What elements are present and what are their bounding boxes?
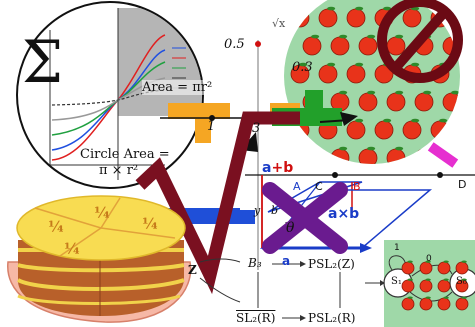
apple-icon [419,296,433,311]
tick-3: 3 [252,121,261,136]
apple-icon [419,278,433,293]
apple-icon [414,90,434,112]
apple-icon [401,278,415,293]
vector-label-axb: a×b [328,206,360,222]
green-bar-vertical [305,90,323,120]
apple-icon [437,278,451,293]
diagram-b3: B₃ [248,256,262,270]
sqrt-x-label: √x [272,17,286,30]
apple-icon [455,278,469,293]
apple-icon [358,34,378,56]
edge-label-0: 0 [426,254,432,264]
apple-icon [455,260,469,275]
state-s0-label: S₀ [456,276,467,287]
sigma-symbol: Σ [22,28,63,96]
apple-icon [290,6,310,28]
orange-bar-vertical [195,103,211,143]
cake [7,195,192,323]
apple-icon [401,260,415,275]
triangle [267,181,363,213]
apple-icon [402,6,422,28]
commutative-diagram [199,258,341,321]
circle-area-formula: π × r² [99,163,139,178]
diagram-z: Z [188,263,197,277]
sqrt-symbol [135,111,300,295]
apple-icon [437,296,451,311]
arrow-head-right [340,112,358,126]
cake-slice-4: ¼ [64,240,80,258]
area-label: Area = πr² [142,80,213,95]
label-y: y [254,204,261,217]
edge-label-1: 1 [394,243,400,253]
apple-icon [302,146,322,164]
apple-icon [330,34,350,56]
diagram-sl2r: SL₂(R) [236,311,276,325]
value-0-3: 0.3 [292,60,313,75]
vertex-C: C [315,180,323,193]
circle-area-label: Circle Area = [80,147,170,162]
apple-icon [419,260,433,275]
apple-icon [386,90,406,112]
apple-icon [302,34,322,56]
blue-bar-small [225,210,255,224]
pink-bar [427,142,459,168]
vector-label-a: a+b [262,160,294,176]
purple-x [262,182,348,254]
vertex-A: A [293,180,301,193]
tick-1: 1 [207,119,216,134]
vertex-B: B [353,180,361,193]
apple-icon [346,6,366,28]
apple-icon [358,90,378,112]
apple-icon [318,62,338,84]
diagram-arrow-a: a [282,254,291,268]
apple-icon [358,146,378,164]
label-b-small: b [271,204,279,217]
theta-label: θ [286,220,295,236]
diagram-psl2r: PSL₂(R) [308,311,356,325]
apple-icon [402,118,422,140]
apple-icon [437,260,451,275]
cake-slice-3: ¼ [142,215,158,233]
apple-icon [386,34,406,56]
vertex-D: D [458,178,467,191]
state-s1-label: S₁ [391,276,402,287]
apple-icon [401,296,415,311]
diagram-psl2z: PSL₂(Z) [308,257,355,271]
apple-icon [455,296,469,311]
apple-icon [346,62,366,84]
apple-icon [290,62,310,84]
apple-icon [374,118,394,140]
forbidden-icon [377,0,463,83]
cake-slice-2: ¼ [94,204,110,222]
value-0-5: 0.5 [224,37,245,52]
apple-icon [318,6,338,28]
apple-icon [346,118,366,140]
cake-slice-1: ¼ [48,218,64,236]
